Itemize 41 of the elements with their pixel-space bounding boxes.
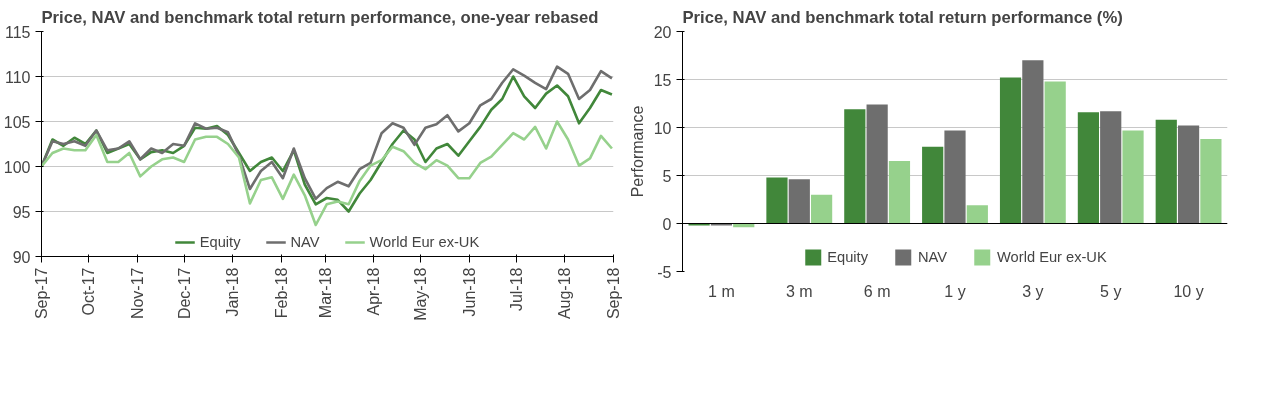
x-tick-label: Nov-17 xyxy=(128,267,146,320)
y-tick-label: 20 xyxy=(653,23,672,41)
y-tick-label: 115 xyxy=(4,23,31,41)
x-tick-label: 1 m xyxy=(708,282,735,300)
x-tick-label: 6 m xyxy=(863,282,891,300)
x-tick-label: Feb-18 xyxy=(272,267,290,319)
x-tick-label: Sep-18 xyxy=(605,267,622,320)
x-tick-label: Sep-17 xyxy=(33,267,50,320)
x-tick-label: 3 y xyxy=(1022,282,1044,300)
y-tick-label: 105 xyxy=(3,113,31,131)
y-axis-title: Performance xyxy=(628,105,646,198)
x-tick-label: 10 y xyxy=(1173,282,1204,300)
x-tick-label: May-18 xyxy=(412,267,430,321)
x-tick-label: 1 y xyxy=(944,282,966,300)
y-tick-label: 90 xyxy=(12,248,31,266)
legend-label: Equity xyxy=(827,249,868,265)
x-tick-label: Jun-18 xyxy=(460,267,478,317)
y-tick-label: 100 xyxy=(3,158,31,176)
y-tick-label: 10 xyxy=(653,119,672,137)
x-tick-label: 3 m xyxy=(785,282,813,300)
legend-label: World Eur ex-UK xyxy=(369,234,480,250)
x-tick-label: Jan-18 xyxy=(224,267,242,317)
x-tick-label: Apr-18 xyxy=(365,267,383,316)
legend-label: World Eur ex-UK xyxy=(997,249,1107,265)
legend-label: NAV xyxy=(290,234,320,250)
y-tick-label: -5 xyxy=(657,263,672,281)
y-tick-label: 15 xyxy=(653,71,672,89)
x-tick-label: Oct-17 xyxy=(80,267,98,316)
y-tick-label: 95 xyxy=(12,203,31,221)
x-tick-label: Mar-18 xyxy=(316,267,334,319)
legend-label: Equity xyxy=(199,234,241,250)
chart-title: Price, NAV and benchmark total return performance (%) xyxy=(682,7,1123,27)
chart-title: Price, NAV and benchmark total return performance, one-year rebased xyxy=(41,7,599,27)
y-tick-label: 0 xyxy=(662,215,672,233)
x-tick-label: Jul-18 xyxy=(507,267,525,312)
x-tick-label: Aug-18 xyxy=(556,267,574,320)
x-tick-label: Dec-17 xyxy=(175,267,193,320)
y-tick-label: 5 xyxy=(662,167,672,185)
y-tick-label: 110 xyxy=(4,68,31,86)
x-tick-label: 5 y xyxy=(1100,282,1122,300)
legend-label: NAV xyxy=(917,249,948,265)
